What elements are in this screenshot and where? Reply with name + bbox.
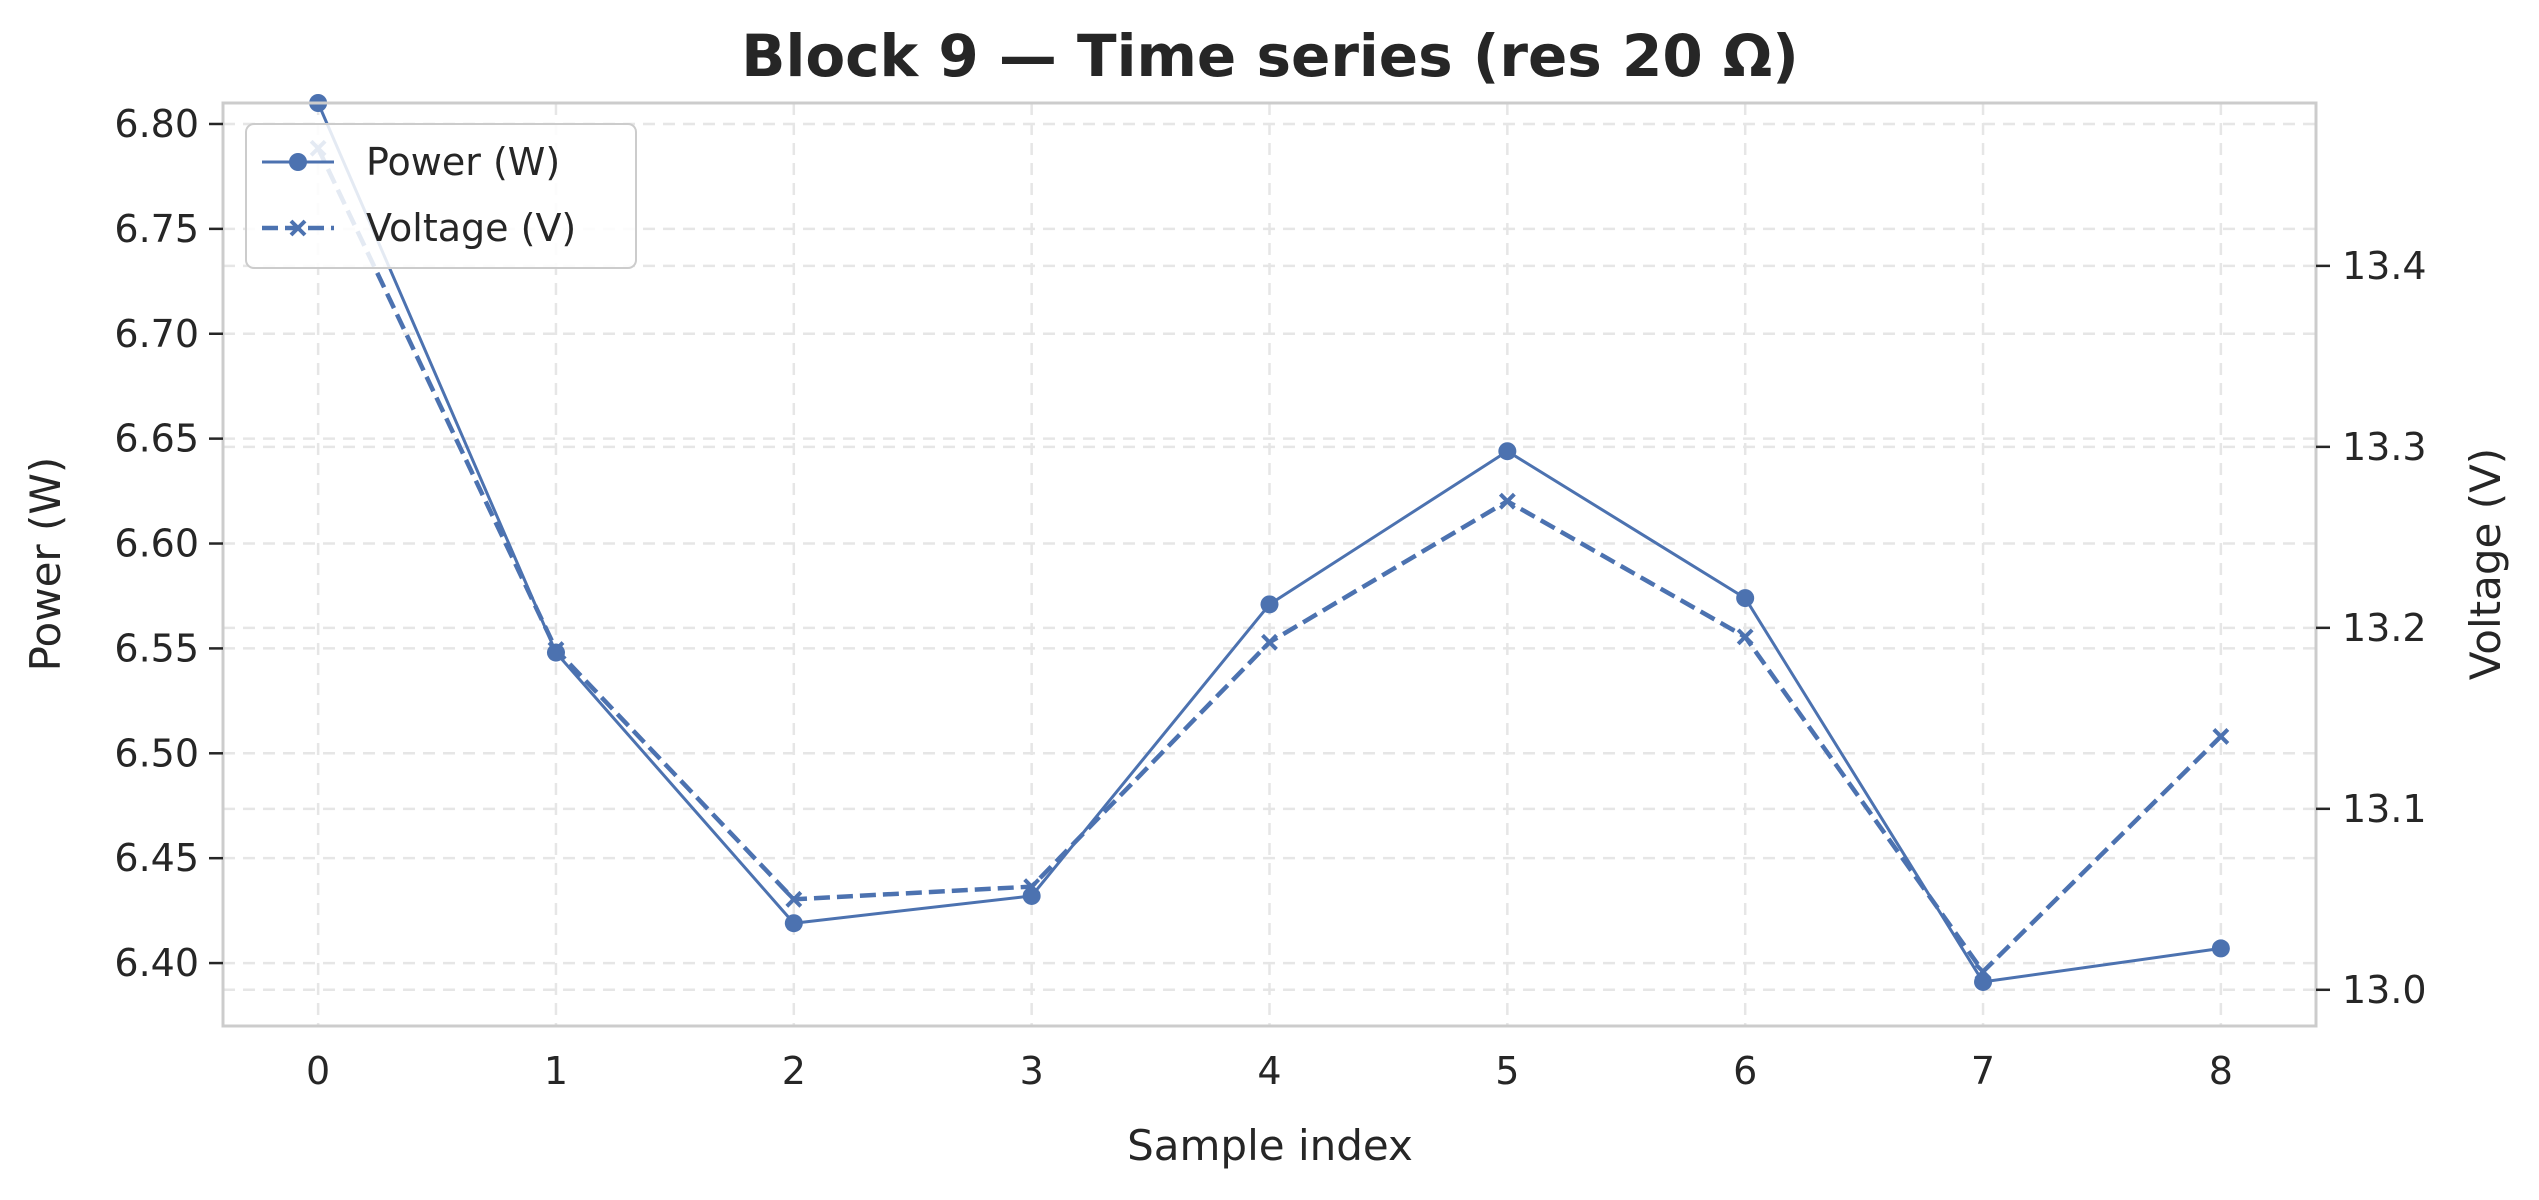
left-tick-label: 6.50 <box>114 731 199 775</box>
data-point <box>547 641 565 658</box>
x-tick-label: 5 <box>1495 1049 1519 1093</box>
left-tick-label: 6.45 <box>114 836 199 880</box>
right-tick-label: 13.1 <box>2342 787 2427 831</box>
data-point <box>1974 963 1992 981</box>
right-tick-label: 13.0 <box>2342 968 2427 1012</box>
x-tick-label: 8 <box>2209 1049 2233 1093</box>
left-y-axis: 6.40 6.45 6.50 6.55 6.60 6.65 6.70 6.75 6.80 <box>114 102 223 985</box>
plot-frame <box>221 101 2318 1028</box>
left-tick-label: 6.40 <box>114 941 199 985</box>
left-tick-label: 6.55 <box>114 626 199 670</box>
right-y-axis-label: Voltage (V) <box>2461 448 2510 680</box>
right-tick-label: 13.3 <box>2342 425 2427 469</box>
right-tick-label: 13.4 <box>2342 244 2427 288</box>
legend-marker <box>289 219 307 237</box>
data-point <box>784 914 803 933</box>
data-point <box>1022 886 1041 905</box>
left-y-axis-label: Power (W) <box>21 457 70 672</box>
left-tick-label: 6.60 <box>114 522 199 566</box>
left-tick-label: 6.75 <box>114 207 199 251</box>
x-tick-label: 3 <box>1020 1049 1044 1093</box>
right-y-axis: 13.0 13.1 13.2 13.3 13.4 <box>2316 244 2427 1012</box>
right-tick-label: 13.2 <box>2342 606 2427 650</box>
series-power <box>309 94 2230 991</box>
legend-items: Power (W) Voltage (V) <box>262 140 576 250</box>
series-layer <box>309 94 2230 991</box>
data-point <box>1261 633 1278 651</box>
data-point <box>1498 442 1517 461</box>
data-point <box>1023 878 1041 896</box>
data-point <box>1736 628 1754 646</box>
data-point <box>1736 589 1755 608</box>
left-tick-label: 6.70 <box>114 312 199 356</box>
data-point <box>1498 492 1516 510</box>
x-tick-label: 7 <box>1971 1049 1995 1093</box>
x-tick-label: 6 <box>1733 1049 1757 1093</box>
data-point <box>785 890 803 908</box>
x-tick-label: 0 <box>306 1049 330 1093</box>
x-tick-label: 2 <box>782 1049 806 1093</box>
chart-title: Block 9 — Time series (res 20 Ω) <box>741 22 1799 90</box>
legend-label: Power (W) <box>366 140 560 184</box>
x-axis-label: Sample index <box>1127 1121 1413 1170</box>
legend: Power (W) Voltage (V) <box>245 123 637 269</box>
left-tick-label: 6.80 <box>114 102 199 146</box>
x-tick-label: 4 <box>1257 1049 1281 1093</box>
data-point <box>1260 595 1279 614</box>
legend-label: Voltage (V) <box>366 206 576 250</box>
left-tick-label: 6.65 <box>114 417 199 461</box>
x-tick-label: 1 <box>544 1049 568 1093</box>
data-point <box>2211 939 2230 958</box>
legend-box <box>245 123 637 269</box>
legend-marker <box>289 153 307 171</box>
grid <box>223 103 2316 1026</box>
x-axis: 0 1 2 3 4 5 6 7 8 <box>306 1049 2233 1093</box>
data-point <box>2212 728 2230 745</box>
